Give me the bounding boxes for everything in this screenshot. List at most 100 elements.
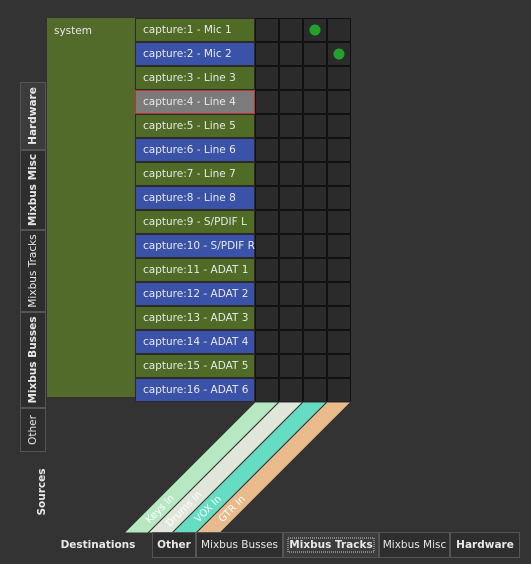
matrix-cell[interactable] xyxy=(279,162,303,186)
matrix-cell[interactable] xyxy=(279,234,303,258)
matrix-cell[interactable] xyxy=(255,306,279,330)
matrix-cell[interactable] xyxy=(327,330,351,354)
matrix-cell[interactable] xyxy=(327,234,351,258)
matrix-cell[interactable] xyxy=(279,330,303,354)
matrix-cell[interactable] xyxy=(303,42,327,66)
source-port[interactable] xyxy=(135,306,255,330)
source-port[interactable] xyxy=(135,282,255,306)
matrix-cell[interactable] xyxy=(327,90,351,114)
matrix-cell[interactable] xyxy=(255,234,279,258)
matrix-cell[interactable] xyxy=(303,114,327,138)
source-port[interactable] xyxy=(135,354,255,378)
matrix-cell[interactable] xyxy=(303,330,327,354)
connection-dot xyxy=(333,48,345,60)
matrix-cell[interactable] xyxy=(303,90,327,114)
matrix-cell[interactable] xyxy=(279,90,303,114)
matrix-cell[interactable] xyxy=(327,186,351,210)
source-port[interactable] xyxy=(135,90,255,114)
matrix-cell[interactable] xyxy=(303,354,327,378)
source-port-label: capture:16 - ADAT 6 xyxy=(143,384,249,396)
matrix-cell[interactable] xyxy=(279,210,303,234)
source-port[interactable] xyxy=(135,138,255,162)
matrix-cell[interactable] xyxy=(303,162,327,186)
sources-label: Sources xyxy=(36,468,48,515)
matrix-cell[interactable] xyxy=(303,306,327,330)
matrix-cell[interactable] xyxy=(255,162,279,186)
matrix-cell[interactable] xyxy=(255,66,279,90)
source-port[interactable] xyxy=(135,162,255,186)
source-port-label: capture:14 - ADAT 4 xyxy=(143,336,249,348)
matrix-cell[interactable] xyxy=(327,114,351,138)
source-tab[interactable] xyxy=(20,312,46,408)
group-cell xyxy=(47,18,135,397)
matrix-cell[interactable] xyxy=(279,186,303,210)
destination-tab[interactable] xyxy=(450,532,520,558)
source-tab[interactable] xyxy=(20,150,46,230)
destination-tab[interactable] xyxy=(196,532,283,558)
source-tab[interactable] xyxy=(20,408,46,452)
matrix-cell[interactable] xyxy=(255,138,279,162)
matrix-cell[interactable] xyxy=(279,42,303,66)
matrix-cell[interactable] xyxy=(279,306,303,330)
matrix-cell[interactable] xyxy=(327,354,351,378)
destination-tab[interactable] xyxy=(152,532,196,558)
matrix-cell[interactable] xyxy=(327,138,351,162)
matrix-cell[interactable] xyxy=(279,258,303,282)
matrix-cell[interactable] xyxy=(255,330,279,354)
matrix-cell[interactable] xyxy=(255,114,279,138)
destination-tab-label: Hardware xyxy=(456,539,514,551)
matrix-cell[interactable] xyxy=(327,378,351,402)
matrix-cell[interactable] xyxy=(327,210,351,234)
matrix-cell[interactable] xyxy=(255,378,279,402)
matrix-cell[interactable] xyxy=(303,186,327,210)
group-label: system xyxy=(54,25,92,37)
matrix-cell[interactable] xyxy=(255,282,279,306)
matrix-cell[interactable] xyxy=(279,138,303,162)
matrix-cell[interactable] xyxy=(327,258,351,282)
matrix-cell[interactable] xyxy=(303,234,327,258)
matrix-cell[interactable] xyxy=(279,378,303,402)
matrix-cell[interactable] xyxy=(303,378,327,402)
matrix-cell[interactable] xyxy=(303,210,327,234)
source-port[interactable] xyxy=(135,234,255,258)
matrix-cell[interactable] xyxy=(255,186,279,210)
matrix-cell[interactable] xyxy=(255,42,279,66)
source-tab[interactable] xyxy=(20,230,46,312)
matrix-cell[interactable] xyxy=(327,18,351,42)
source-tab[interactable] xyxy=(20,82,46,150)
source-tab-label: Mixbus Busses xyxy=(27,316,39,403)
matrix-cell[interactable] xyxy=(255,210,279,234)
matrix-cell[interactable] xyxy=(279,282,303,306)
matrix-cell[interactable] xyxy=(303,258,327,282)
matrix-cell[interactable] xyxy=(279,18,303,42)
source-port[interactable] xyxy=(135,114,255,138)
matrix-cell[interactable] xyxy=(327,66,351,90)
destination-tab[interactable] xyxy=(283,532,379,558)
matrix-cell[interactable] xyxy=(255,258,279,282)
source-port-label: capture:2 - Mic 2 xyxy=(143,48,232,60)
matrix-cell[interactable] xyxy=(255,18,279,42)
matrix-cell[interactable] xyxy=(279,114,303,138)
matrix-cell[interactable] xyxy=(327,162,351,186)
source-port-label: capture:1 - Mic 1 xyxy=(143,24,232,36)
matrix-cell[interactable] xyxy=(255,354,279,378)
matrix-cell[interactable] xyxy=(327,306,351,330)
matrix-cell[interactable] xyxy=(303,282,327,306)
source-port[interactable] xyxy=(135,186,255,210)
matrix-cell[interactable] xyxy=(279,354,303,378)
source-port[interactable] xyxy=(135,18,255,42)
matrix-cell[interactable] xyxy=(255,90,279,114)
matrix-cell[interactable] xyxy=(279,66,303,90)
source-port[interactable] xyxy=(135,42,255,66)
source-port[interactable] xyxy=(135,66,255,90)
matrix-cell[interactable] xyxy=(327,282,351,306)
source-port-label: capture:15 - ADAT 5 xyxy=(143,360,248,372)
source-port[interactable] xyxy=(135,378,255,402)
matrix-cell[interactable] xyxy=(303,138,327,162)
destination-tab[interactable] xyxy=(379,532,450,558)
source-port[interactable] xyxy=(135,330,255,354)
source-port[interactable] xyxy=(135,258,255,282)
matrix-cell[interactable] xyxy=(303,66,327,90)
source-port[interactable] xyxy=(135,210,255,234)
